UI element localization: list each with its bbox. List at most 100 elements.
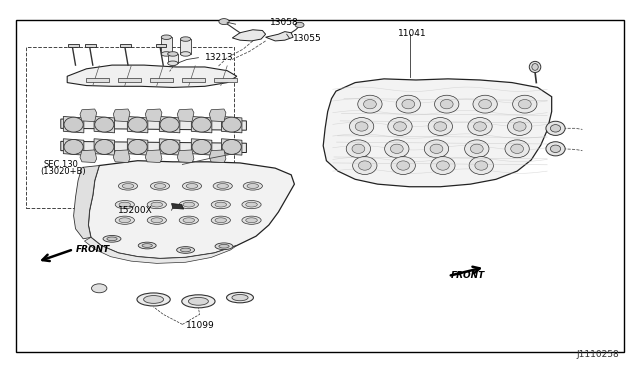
Ellipse shape — [192, 117, 211, 132]
Polygon shape — [209, 109, 226, 122]
Circle shape — [295, 22, 304, 28]
Polygon shape — [161, 37, 172, 54]
Ellipse shape — [143, 295, 164, 304]
Polygon shape — [120, 44, 131, 46]
Ellipse shape — [222, 140, 241, 154]
Ellipse shape — [396, 95, 420, 113]
Ellipse shape — [211, 201, 230, 209]
Ellipse shape — [424, 140, 449, 158]
Ellipse shape — [147, 216, 166, 224]
Polygon shape — [156, 44, 166, 46]
Ellipse shape — [349, 118, 374, 135]
Text: J1110258: J1110258 — [577, 350, 620, 359]
Ellipse shape — [513, 122, 526, 131]
Ellipse shape — [475, 161, 488, 170]
Ellipse shape — [385, 140, 409, 158]
Polygon shape — [145, 109, 162, 122]
Polygon shape — [221, 116, 242, 133]
Polygon shape — [323, 79, 552, 187]
Ellipse shape — [107, 237, 117, 241]
Ellipse shape — [513, 95, 537, 113]
Text: 13058: 13058 — [270, 18, 299, 27]
Bar — [16, 20, 624, 352]
Ellipse shape — [138, 242, 156, 249]
Ellipse shape — [355, 122, 368, 131]
Ellipse shape — [122, 183, 134, 188]
Ellipse shape — [470, 144, 483, 153]
Ellipse shape — [468, 118, 492, 135]
Polygon shape — [177, 109, 194, 122]
Polygon shape — [209, 150, 226, 163]
Polygon shape — [80, 109, 97, 122]
Ellipse shape — [137, 293, 170, 306]
Ellipse shape — [246, 202, 257, 207]
Circle shape — [219, 19, 229, 25]
Ellipse shape — [115, 201, 134, 209]
Polygon shape — [63, 116, 84, 133]
Ellipse shape — [232, 295, 248, 301]
Ellipse shape — [435, 95, 459, 113]
Polygon shape — [84, 237, 237, 263]
Ellipse shape — [428, 118, 452, 135]
Polygon shape — [127, 116, 148, 133]
Ellipse shape — [160, 140, 179, 154]
Ellipse shape — [217, 183, 228, 188]
Text: 13055: 13055 — [293, 34, 322, 43]
Ellipse shape — [103, 235, 121, 242]
Polygon shape — [63, 139, 84, 155]
Ellipse shape — [161, 35, 172, 39]
Ellipse shape — [434, 122, 447, 131]
Polygon shape — [180, 39, 191, 54]
Ellipse shape — [364, 100, 376, 109]
Text: SEC.130: SEC.130 — [44, 160, 78, 169]
Ellipse shape — [394, 122, 406, 131]
Ellipse shape — [505, 140, 529, 158]
Ellipse shape — [529, 61, 541, 73]
Ellipse shape — [227, 292, 253, 303]
Bar — [26, 46, 234, 208]
Ellipse shape — [388, 118, 412, 135]
Polygon shape — [68, 44, 79, 46]
Ellipse shape — [465, 140, 489, 158]
Ellipse shape — [390, 144, 403, 153]
Ellipse shape — [160, 117, 179, 132]
Ellipse shape — [546, 142, 565, 156]
Ellipse shape — [142, 244, 152, 247]
Ellipse shape — [183, 202, 195, 207]
Ellipse shape — [440, 100, 453, 109]
Ellipse shape — [550, 145, 561, 153]
Polygon shape — [191, 116, 212, 133]
Ellipse shape — [182, 295, 215, 308]
Ellipse shape — [118, 182, 138, 190]
Ellipse shape — [179, 201, 198, 209]
Ellipse shape — [430, 144, 443, 153]
Polygon shape — [113, 150, 130, 163]
Text: FRONT: FRONT — [451, 271, 486, 280]
Ellipse shape — [64, 117, 83, 132]
Ellipse shape — [479, 100, 492, 109]
Polygon shape — [80, 150, 97, 163]
Ellipse shape — [64, 140, 83, 154]
Polygon shape — [172, 203, 184, 209]
Ellipse shape — [215, 202, 227, 207]
Text: FRONT: FRONT — [76, 246, 110, 254]
Text: 11041: 11041 — [398, 29, 427, 38]
Ellipse shape — [436, 161, 449, 170]
Polygon shape — [127, 139, 148, 155]
Ellipse shape — [128, 140, 147, 154]
Ellipse shape — [150, 182, 170, 190]
Ellipse shape — [550, 125, 561, 132]
Ellipse shape — [358, 161, 371, 170]
Polygon shape — [74, 166, 99, 239]
Ellipse shape — [154, 183, 166, 188]
Ellipse shape — [180, 52, 191, 56]
Polygon shape — [118, 78, 141, 82]
Polygon shape — [150, 78, 173, 82]
Ellipse shape — [511, 144, 524, 153]
Ellipse shape — [346, 140, 371, 158]
Polygon shape — [145, 150, 162, 163]
Ellipse shape — [546, 121, 565, 135]
Ellipse shape — [353, 157, 377, 174]
Ellipse shape — [402, 100, 415, 109]
Polygon shape — [94, 139, 115, 155]
